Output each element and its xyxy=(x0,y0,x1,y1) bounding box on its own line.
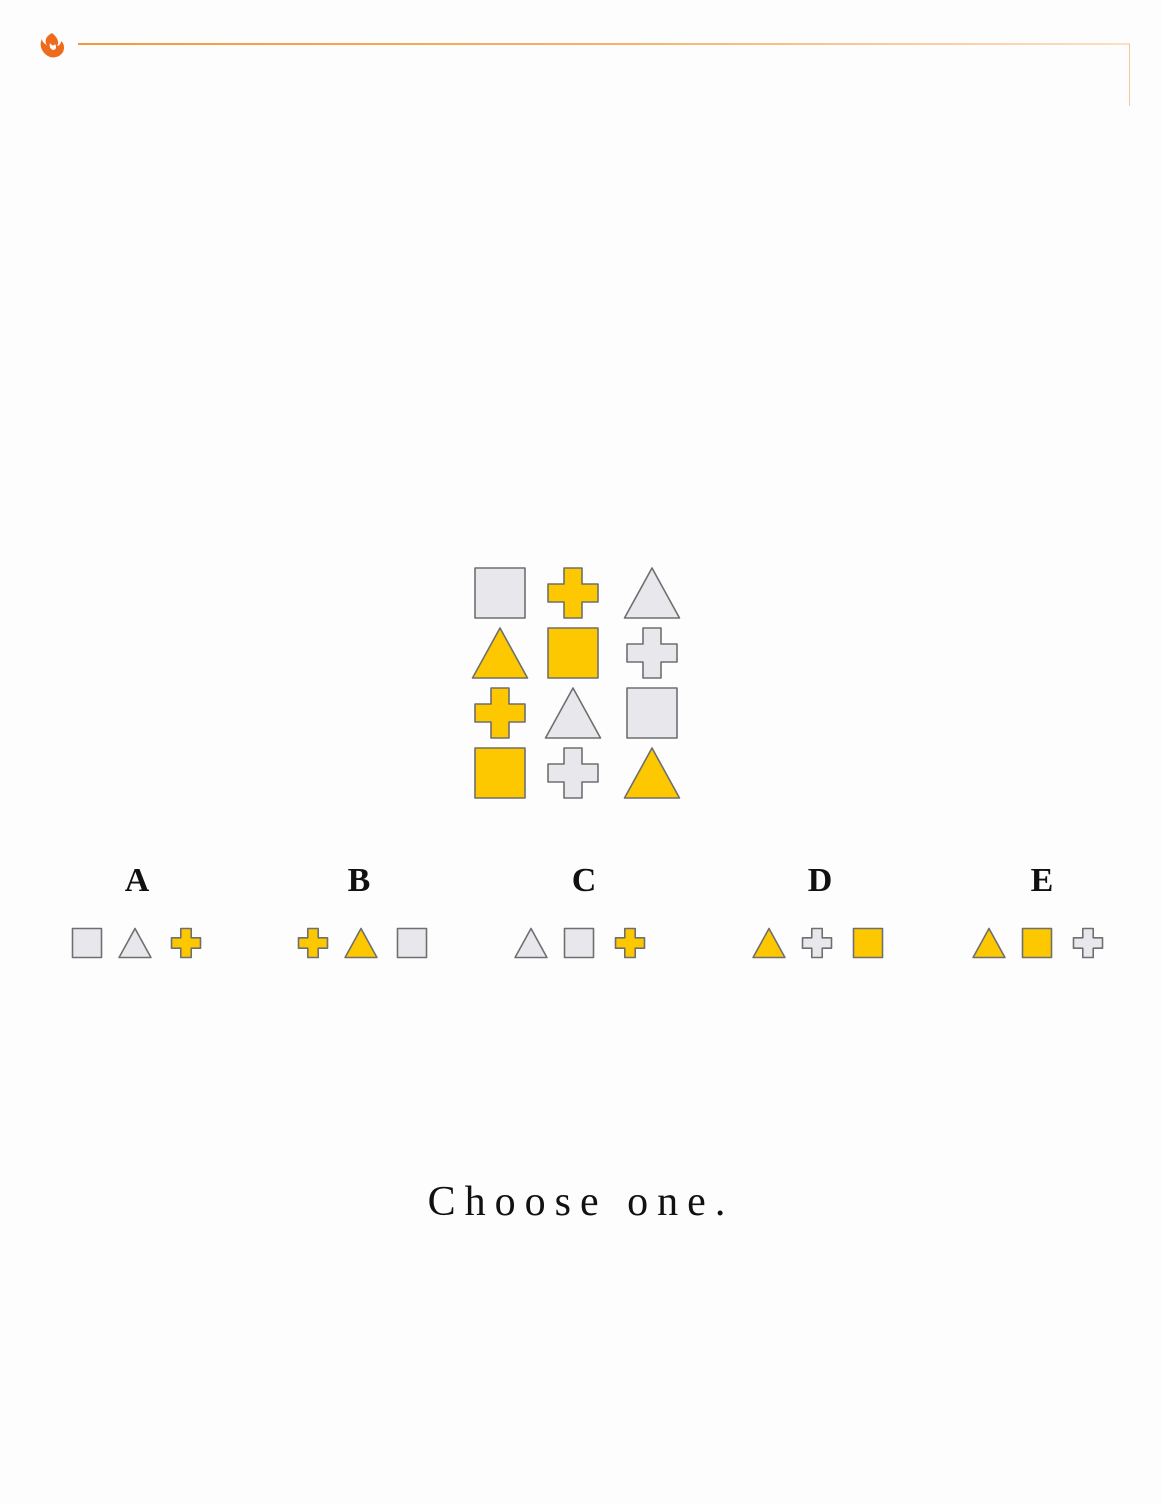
grey-square-shape xyxy=(71,927,103,959)
grey-square-shape xyxy=(396,927,428,959)
yellow-triangle-shape xyxy=(972,927,1006,959)
yellow-square-shape xyxy=(1021,927,1053,959)
grey-cross-shape xyxy=(801,927,833,959)
yellow-cross-shape xyxy=(547,567,599,619)
grey-square-shape xyxy=(474,567,526,619)
header-rule xyxy=(78,43,1130,45)
grey-cross-shape xyxy=(1072,927,1104,959)
grey-square-shape xyxy=(563,927,595,959)
grey-cross-shape xyxy=(626,627,678,679)
yellow-triangle-shape xyxy=(471,627,529,679)
option-d-label[interactable]: D xyxy=(807,862,833,899)
prompt-text: Choose one. xyxy=(427,1179,735,1225)
yellow-square-shape xyxy=(474,747,526,799)
yellow-cross-shape xyxy=(170,927,202,959)
yellow-square-shape xyxy=(852,927,884,959)
yellow-triangle-shape xyxy=(344,927,378,959)
option-a-shapes[interactable] xyxy=(66,922,208,968)
yellow-cross-shape xyxy=(297,927,329,959)
grey-triangle-shape xyxy=(544,687,602,739)
yellow-square-shape xyxy=(547,627,599,679)
option-c-label[interactable]: C xyxy=(571,862,597,899)
grey-triangle-shape xyxy=(514,927,548,959)
flame-logo-icon xyxy=(40,33,65,58)
grey-square-shape xyxy=(626,687,678,739)
yellow-triangle-shape xyxy=(752,927,786,959)
option-b-label[interactable]: B xyxy=(347,862,371,899)
option-e-label[interactable]: E xyxy=(1030,862,1054,899)
yellow-triangle-shape xyxy=(623,747,681,799)
option-b-shapes[interactable] xyxy=(292,922,434,968)
grey-cross-shape xyxy=(547,747,599,799)
grey-triangle-shape xyxy=(118,927,152,959)
yellow-cross-shape xyxy=(614,927,646,959)
grey-triangle-shape xyxy=(623,567,681,619)
option-a-label[interactable]: A xyxy=(124,862,150,899)
yellow-cross-shape xyxy=(474,687,526,739)
header-rule-edge xyxy=(1129,44,1130,106)
option-c-shapes[interactable] xyxy=(510,922,660,968)
option-e-shapes[interactable] xyxy=(968,922,1114,968)
option-d-shapes[interactable] xyxy=(748,922,890,968)
puzzle-grid xyxy=(466,560,696,806)
